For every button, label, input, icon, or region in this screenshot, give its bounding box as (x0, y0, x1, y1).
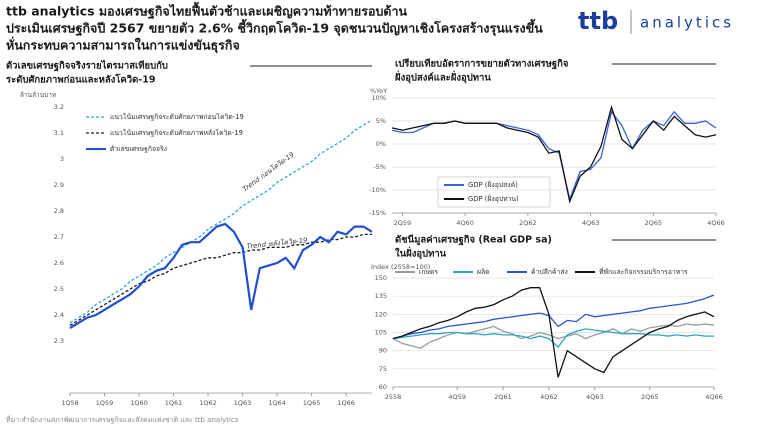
x-tick-label: 1Q59 (96, 399, 114, 407)
legend-label: GDP (ฝั่งอุปสงค์) (468, 180, 518, 189)
x-tick-label: 2Q65 (641, 393, 659, 401)
x-tick-label: 4Q60 (456, 219, 474, 227)
x-tick-label: 1Q63 (234, 399, 252, 407)
x-tick-label: 2Q59 (394, 219, 412, 227)
y-tick-label: -15% (369, 209, 386, 217)
y-tick-label: 2.4 (54, 311, 64, 319)
source-note: ที่มา:สำนักงานสภาพัฒนาการเศรษฐกิจและสังค… (6, 415, 239, 424)
y-tick-label: 0% (376, 140, 386, 148)
y-axis-unit: Index (2558=100) (371, 263, 430, 271)
x-tick-label: 1Q64 (268, 399, 286, 407)
x-tick-label: 2558 (385, 393, 402, 401)
y-tick-label: 10% (372, 94, 386, 102)
legend-label: ค้าปลีกค้าส่ง (531, 268, 568, 276)
series-line (69, 119, 373, 324)
x-tick-label: 1Q61 (165, 399, 183, 407)
y-tick-label: 75 (379, 365, 387, 373)
x-tick-label: 1Q65 (303, 399, 321, 407)
series-line (69, 233, 372, 326)
x-tick-label: 2Q61 (494, 393, 512, 401)
x-tick-label: 4Q62 (540, 393, 558, 401)
y-tick-label: -10% (369, 186, 386, 194)
legend-label: GDP (ฝั่งอุปทาน) (468, 194, 519, 203)
legend-label: แนวโน้มเศรษฐกิจระดับศักยภาพหลังโควิด-19 (110, 128, 243, 137)
y-tick-label: 90 (379, 347, 387, 355)
series-line (392, 294, 715, 340)
series-line (69, 222, 373, 329)
x-tick-label: 4Q59 (448, 393, 466, 401)
legend-label: เกษตร (419, 268, 438, 276)
headline: ttb analytics มองเศรษฐกิจไทยฟื้นตัวช้าแล… (6, 2, 408, 20)
chart-title: ฝั่งอุปสงค์และฝั่งอุปทาน (395, 70, 491, 84)
y-axis-unit: ล้านล้านบาท (20, 91, 56, 99)
x-tick-label: 1Q62 (199, 399, 217, 407)
y-tick-label: 120 (375, 310, 387, 318)
x-tick-label: 2Q62 (519, 219, 537, 227)
y-tick-label: 2.8 (54, 207, 64, 215)
headline: หั่นกระทบความสามารถในการแข่งขันธุรกิจ (6, 37, 240, 54)
chart-title: ระดับศักยภาพก่อนและหลังโควิด-19 (6, 74, 155, 86)
y-axis-unit: %YoY (370, 87, 387, 95)
logo-brand: ttb (578, 7, 618, 35)
y-tick-label: 3 (60, 155, 64, 163)
y-tick-label: 2.6 (54, 259, 64, 267)
legend-label: ผลิต (477, 268, 490, 276)
x-tick-label: 4Q63 (582, 219, 600, 227)
legend-label: ตัวเลขเศรษฐกิจจริง (110, 145, 167, 153)
x-tick-label: 4Q66 (705, 393, 723, 401)
legend-label: แนวโน้มเศรษฐกิจระดับศักยภาพก่อนโควิด-19 (110, 112, 244, 121)
y-tick-label: 2.9 (54, 181, 64, 189)
chart-title: ในฝั่งอุปทาน (395, 246, 447, 260)
chart-title: ดัชนีมูลค่าเศรษฐกิจ (Real GDP sa) (395, 234, 552, 247)
x-tick-label: 1Q66 (337, 399, 355, 407)
y-tick-label: 3.2 (54, 103, 64, 111)
y-tick-label: 3.1 (54, 129, 64, 137)
y-tick-label: 2.5 (54, 285, 64, 293)
y-tick-label: 5% (376, 117, 386, 125)
series-line (392, 323, 715, 349)
y-tick-label: 135 (375, 292, 387, 300)
series-line (392, 287, 715, 378)
series-line (391, 104, 717, 204)
y-tick-label: 105 (375, 329, 387, 337)
y-tick-label: 60 (379, 383, 387, 391)
chart-title: ตัวเลขเศรษฐกิจจริงรายไตรมาสเทียบกับ (6, 60, 168, 72)
logo-product: analytics (640, 14, 734, 32)
y-tick-label: 2.3 (54, 337, 64, 345)
legend-label: ที่พักและกิจกรรมบริการอาหาร (599, 267, 688, 276)
x-tick-label: 2Q65 (645, 219, 663, 227)
x-tick-label: 1Q58 (61, 399, 79, 407)
legend-box (437, 176, 551, 208)
x-tick-label: 4Q66 (707, 219, 725, 227)
y-tick-label: 150 (375, 274, 387, 282)
y-tick-label: -5% (373, 163, 386, 171)
headline: ประเมินเศรษฐกิจปี 2567 ขยายตัว 2.6% ชี้ว… (6, 19, 543, 37)
y-tick-label: 2.7 (54, 233, 64, 241)
chart-title: เปรียบเทียบอัตราการขยายตัวทางเศรษฐกิจ (395, 58, 569, 70)
x-tick-label: 4Q63 (586, 393, 604, 401)
x-tick-label: 1Q60 (130, 399, 148, 407)
